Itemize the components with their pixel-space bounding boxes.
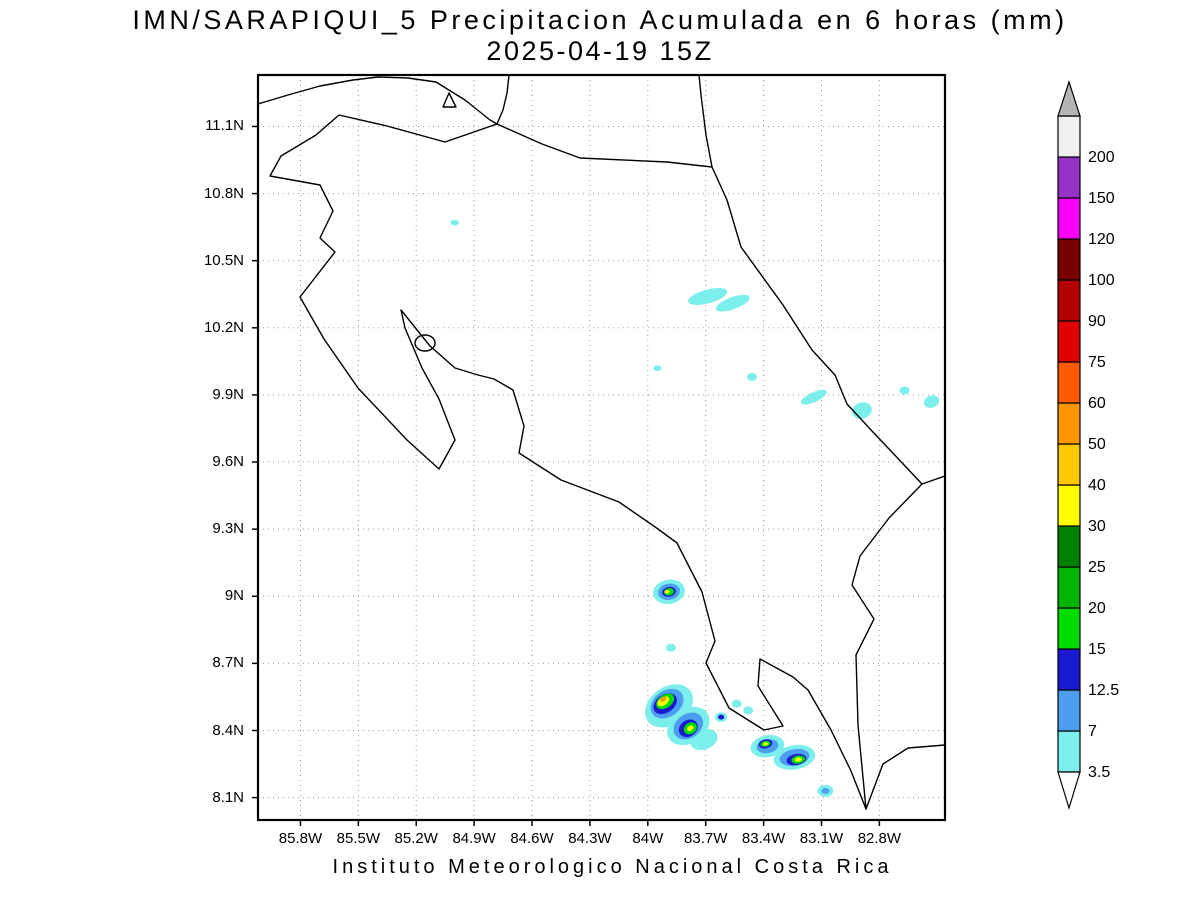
precip-cell [899,386,910,395]
x-tick-label: 83.4W [741,830,786,847]
colorbar-tick-label: 90 [1088,313,1106,330]
map-canvas [252,73,947,826]
precip-cell [660,696,667,702]
colorbar-segment [1057,443,1081,486]
y-tick-label: 9N [224,587,244,605]
colorbar-segment [1057,279,1081,322]
colorbar-segment [1057,402,1081,445]
x-tick-label: 83.1W [799,830,844,847]
colorbar-segment [1057,156,1081,199]
colorbar-segment [1057,648,1081,691]
precip-cell [450,219,459,226]
precip-cell [794,757,802,762]
colorbar-segment [1057,197,1081,240]
y-tick-label: 9.9N [212,385,244,403]
y-tick-label: 10.5N [203,251,244,269]
precip-cell [763,742,768,746]
colorbar-segment [1057,607,1081,650]
colorbar-segment [1057,361,1081,404]
colorbar-segment [1057,320,1081,363]
lake-island [442,92,457,108]
colorbar-segment [1057,730,1081,773]
colorbar-tick-label: 40 [1088,477,1106,494]
colorbar-bottom-arrow [1057,771,1081,811]
colorbar-tick-label: 120 [1088,231,1115,248]
y-tick-label: 9.6N [212,453,244,471]
y-tick-label: 9.3N [212,520,244,538]
x-tick-label: 85.5W [336,830,381,847]
border-costa-rica-panama [851,483,923,810]
gridlines [258,75,945,820]
colorbar-segment [1057,566,1081,609]
precip-cell [688,288,728,305]
colorbar-tick-label: 50 [1088,436,1106,453]
y-tick-label: 8.4N [212,721,244,739]
colorbar-tick-label: 60 [1088,395,1106,412]
x-tick-label: 85.2W [394,830,438,847]
precip-cell [666,643,676,652]
colorbar-tick-label: 20 [1088,600,1106,617]
x-tick-label: 84.9W [452,830,496,847]
y-tick-label: 11.1N [205,117,244,135]
precip-cell [923,395,940,408]
precip-cell [800,389,827,405]
precip-cell [731,699,742,708]
precip-cell [687,725,694,732]
coastline-nicaragua-caribbean [698,75,713,168]
precip-cell [718,714,725,720]
chart-title: IMN/SARAPIQUI_5 Precipitacion Acumulada … [132,5,1068,35]
source-caption: Instituto Meteorologico Nacional Costa R… [332,856,893,878]
colorbar-segment [1057,115,1081,158]
x-tick-label: 83.7W [684,830,728,847]
colorbar-tick-label: 12.5 [1088,682,1119,699]
colorbar-tick-label: 7 [1088,723,1097,740]
x-tick-label: 84.6W [510,830,554,847]
colorbar-tick-label: 150 [1088,190,1115,207]
coastlines [258,75,945,810]
colorbar-tick-label: 75 [1088,354,1106,371]
x-tick-label: 84.3W [568,830,612,847]
colorbar-segment [1057,238,1081,281]
colorbar-segment [1057,689,1081,732]
precip-cell [747,373,757,381]
lake-nicaragua-shore [258,75,510,125]
precip-cell [743,706,754,715]
precipitation-shading [450,219,940,797]
coastline-mainland [269,114,945,810]
colorbar-tick-label: 15 [1088,641,1106,658]
precip-cell [821,788,830,794]
colorbar-top-arrow [1057,80,1081,117]
colorbar-segment [1057,525,1081,568]
chart-subtitle: 2025-04-19 15Z [486,36,714,66]
y-tick-label: 8.7N [212,654,244,672]
precip-cell [664,589,670,594]
colorbar: 3.5 7 12.5 15 20 25 30 40 50 60 75 90 100 120 150 200 [1057,80,1119,811]
y-tick-label: 10.8N [203,184,244,202]
y-tick-label: 8.1N [212,788,244,806]
x-tick-label: 82.8W [857,830,902,847]
colorbar-tick-label: 200 [1088,149,1115,166]
axis-tick-marks [252,125,881,826]
colorbar-tick-label: 100 [1088,272,1115,289]
isla-chira [414,334,436,352]
plot-border [256,73,947,822]
y-tick-label: 10.2N [203,318,244,336]
precip-cell [715,294,750,312]
x-tick-label: 84W [632,830,664,847]
colorbar-segment [1057,484,1081,527]
precip-cell [653,365,662,371]
colorbar-tick-label: 30 [1088,518,1106,535]
colorbar-tick-label: 3.5 [1088,764,1110,781]
x-tick-label: 85.8W [278,830,323,847]
colorbar-tick-label: 25 [1088,559,1106,576]
